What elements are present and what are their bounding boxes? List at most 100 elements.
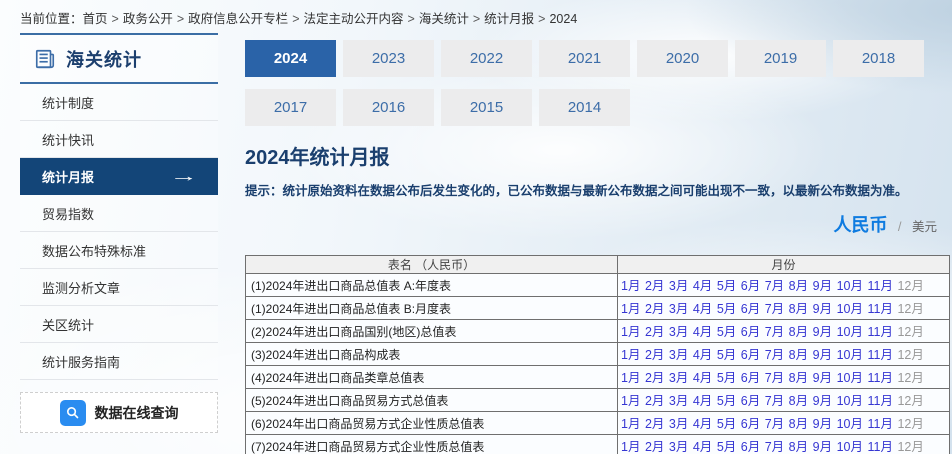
year-tab-2021[interactable]: 2021	[539, 40, 630, 77]
month-link[interactable]: 1月	[621, 302, 641, 316]
month-link[interactable]: 2月	[644, 417, 665, 431]
month-link[interactable]: 4月	[692, 325, 713, 339]
month-link[interactable]: 11月	[867, 394, 893, 408]
sidebar-item-统计服务指南[interactable]: 统计服务指南	[20, 343, 218, 380]
month-link[interactable]: 2月	[644, 394, 665, 408]
month-link[interactable]: 4月	[692, 302, 713, 316]
month-link[interactable]: 5月	[716, 325, 737, 339]
data-online-query-button[interactable]: 数据在线查询	[20, 392, 218, 433]
month-link[interactable]: 3月	[668, 371, 689, 385]
month-link[interactable]: 10月	[836, 394, 863, 408]
breadcrumb-item[interactable]: 统计月报	[484, 12, 535, 26]
month-link[interactable]: 3月	[668, 325, 689, 339]
month-link[interactable]: 6月	[740, 371, 761, 385]
month-link[interactable]: 8月	[788, 371, 809, 385]
month-link[interactable]: 1月	[621, 279, 641, 293]
month-link[interactable]: 1月	[621, 394, 641, 408]
month-link[interactable]: 2月	[644, 279, 665, 293]
sidebar-item-数据公布特殊标准[interactable]: 数据公布特殊标准	[20, 232, 218, 269]
month-link[interactable]: 7月	[764, 371, 785, 385]
month-link[interactable]: 6月	[740, 348, 761, 362]
month-link[interactable]: 8月	[788, 348, 809, 362]
month-link[interactable]: 10月	[836, 325, 863, 339]
year-tab-2024[interactable]: 2024	[245, 40, 336, 77]
year-tab-2018[interactable]: 2018	[833, 40, 924, 77]
month-link[interactable]: 9月	[812, 394, 833, 408]
breadcrumb-item[interactable]: 首页	[82, 12, 108, 26]
month-link[interactable]: 7月	[764, 302, 785, 316]
year-tab-2019[interactable]: 2019	[735, 40, 826, 77]
month-link[interactable]: 2月	[644, 371, 665, 385]
month-link[interactable]: 9月	[812, 417, 833, 431]
sidebar-item-关区统计[interactable]: 关区统计	[20, 306, 218, 343]
year-tab-2023[interactable]: 2023	[343, 40, 434, 77]
month-link[interactable]: 5月	[716, 394, 737, 408]
month-link[interactable]: 8月	[788, 417, 809, 431]
month-link[interactable]: 4月	[692, 417, 713, 431]
month-link[interactable]: 3月	[668, 394, 689, 408]
month-link[interactable]: 5月	[716, 417, 737, 431]
currency-rmb[interactable]: 人民币	[833, 215, 888, 235]
month-link[interactable]: 7月	[764, 325, 785, 339]
month-link[interactable]: 5月	[716, 348, 737, 362]
month-link[interactable]: 5月	[716, 302, 737, 316]
month-link[interactable]: 3月	[668, 417, 689, 431]
month-link[interactable]: 1月	[621, 348, 641, 362]
sidebar-item-统计制度[interactable]: 统计制度	[20, 84, 218, 121]
month-link[interactable]: 6月	[740, 394, 761, 408]
month-link[interactable]: 6月	[740, 417, 761, 431]
month-link[interactable]: 11月	[867, 440, 893, 454]
month-link[interactable]: 4月	[692, 348, 713, 362]
month-link[interactable]: 4月	[692, 440, 713, 454]
month-link[interactable]: 8月	[788, 325, 809, 339]
month-link[interactable]: 3月	[668, 279, 689, 293]
month-link[interactable]: 11月	[867, 302, 893, 316]
month-link[interactable]: 11月	[867, 417, 893, 431]
month-link[interactable]: 9月	[812, 279, 833, 293]
month-link[interactable]: 9月	[812, 371, 833, 385]
month-link[interactable]: 7月	[764, 279, 785, 293]
month-link[interactable]: 1月	[621, 440, 641, 454]
month-link[interactable]: 7月	[764, 417, 785, 431]
month-link[interactable]: 11月	[867, 348, 893, 362]
month-link[interactable]: 10月	[836, 440, 863, 454]
sidebar-item-统计快讯[interactable]: 统计快讯	[20, 121, 218, 158]
month-link[interactable]: 11月	[867, 325, 893, 339]
month-link[interactable]: 8月	[788, 279, 809, 293]
month-link[interactable]: 1月	[621, 325, 641, 339]
month-link[interactable]: 10月	[836, 417, 863, 431]
month-link[interactable]: 6月	[740, 279, 761, 293]
month-link[interactable]: 4月	[692, 371, 713, 385]
month-link[interactable]: 1月	[621, 371, 641, 385]
breadcrumb-item[interactable]: 法定主动公开内容	[303, 12, 404, 26]
month-link[interactable]: 6月	[740, 302, 761, 316]
month-link[interactable]: 7月	[764, 394, 785, 408]
breadcrumb-item[interactable]: 政务公开	[122, 12, 173, 26]
month-link[interactable]: 9月	[812, 348, 833, 362]
month-link[interactable]: 6月	[740, 325, 761, 339]
month-link[interactable]: 4月	[692, 394, 713, 408]
year-tab-2016[interactable]: 2016	[343, 89, 434, 126]
month-link[interactable]: 7月	[764, 348, 785, 362]
year-tab-2022[interactable]: 2022	[441, 40, 532, 77]
year-tab-2020[interactable]: 2020	[637, 40, 728, 77]
month-link[interactable]: 5月	[716, 440, 737, 454]
month-link[interactable]: 7月	[764, 440, 785, 454]
month-link[interactable]: 6月	[740, 440, 761, 454]
year-tab-2014[interactable]: 2014	[539, 89, 630, 126]
month-link[interactable]: 9月	[812, 325, 833, 339]
month-link[interactable]: 11月	[867, 371, 893, 385]
month-link[interactable]: 3月	[668, 302, 689, 316]
year-tab-2015[interactable]: 2015	[441, 89, 532, 126]
month-link[interactable]: 10月	[836, 302, 863, 316]
month-link[interactable]: 2月	[644, 302, 665, 316]
month-link[interactable]: 10月	[836, 348, 863, 362]
month-link[interactable]: 2月	[644, 440, 665, 454]
sidebar-item-监测分析文章[interactable]: 监测分析文章	[20, 269, 218, 306]
breadcrumb-item[interactable]: 2024	[549, 12, 578, 26]
month-link[interactable]: 4月	[692, 279, 713, 293]
month-link[interactable]: 11月	[867, 279, 893, 293]
breadcrumb-item[interactable]: 政府信息公开专栏	[188, 12, 289, 26]
month-link[interactable]: 10月	[836, 371, 863, 385]
month-link[interactable]: 5月	[716, 371, 737, 385]
